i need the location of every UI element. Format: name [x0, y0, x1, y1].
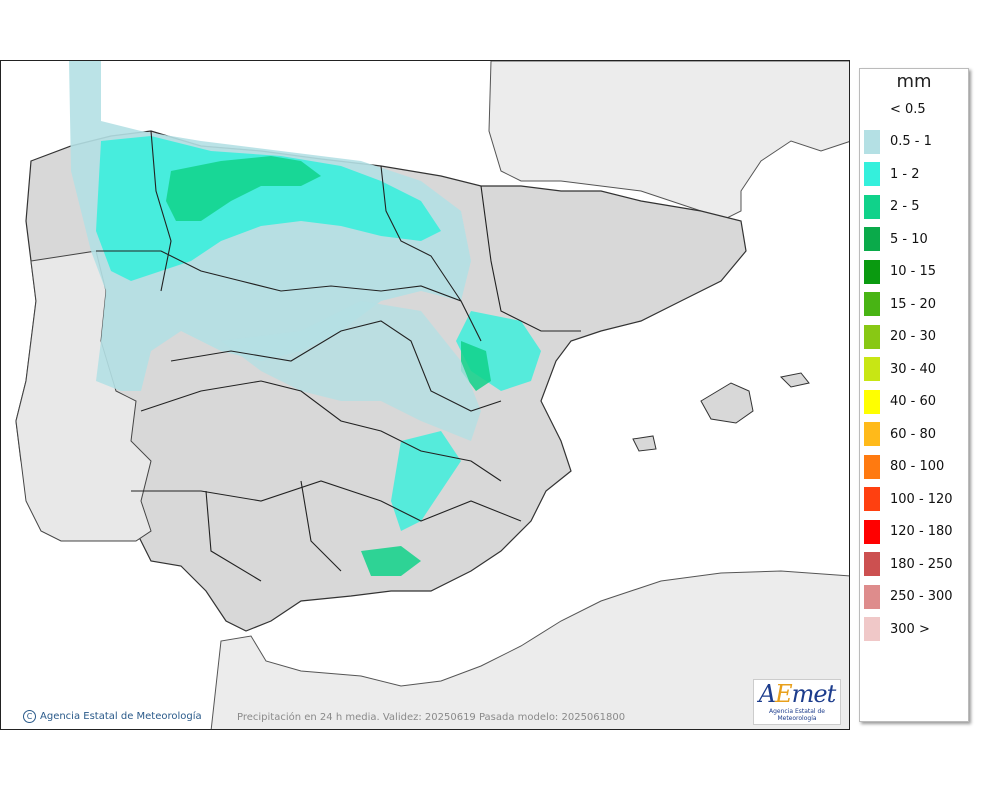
legend-label: 30 - 40 [890, 361, 937, 377]
legend-label: 2 - 5 [890, 199, 920, 214]
legend-swatch [864, 519, 880, 544]
legend-swatch [864, 292, 880, 316]
credit-text: Agencia Estatal de Meteorología [40, 711, 202, 722]
legend-label: 250 - 300 [890, 589, 953, 604]
precip-light-center [221, 301, 481, 441]
legend-row: 80 - 100 [864, 454, 945, 479]
africa-landmass [210, 570, 849, 729]
legend-swatch [864, 357, 880, 381]
legend-row: 15 - 20 [864, 292, 936, 316]
mallorca-island [700, 382, 754, 424]
legend-row: 100 - 120 [864, 487, 953, 511]
legend-row: 1 - 2 [864, 162, 920, 186]
legend-label: < 0.5 [890, 101, 926, 117]
legend-row: 180 - 250 [864, 552, 953, 576]
legend-row: 0.5 - 1 [864, 129, 932, 154]
precipitation-map: C Agencia Estatal de Meteorología Precip… [0, 60, 850, 730]
ibiza-island [632, 435, 657, 452]
legend-swatch [864, 454, 880, 479]
legend-label: 80 - 100 [890, 459, 945, 474]
region-borders [96, 130, 581, 582]
legend-row: 30 - 40 [864, 357, 936, 381]
legend-swatch [864, 259, 880, 284]
aemet-credit: C Agencia Estatal de Meteorología [23, 710, 202, 723]
legend-swatch [864, 422, 880, 446]
legend-swatch [864, 129, 880, 154]
precip-heavy-south [361, 546, 421, 576]
aemet-logo: AEmet Agencia Estatal de Meteorología [753, 679, 841, 725]
legend-swatch [864, 389, 880, 414]
aemet-logo-word: AEmet [758, 680, 836, 708]
legend-label: 300 > [890, 621, 930, 637]
legend-row: 40 - 60 [864, 389, 937, 414]
legend-swatch [864, 324, 880, 349]
legend-title: mm [896, 71, 932, 92]
legend-label: 100 - 120 [890, 491, 953, 507]
legend-label: 0.5 - 1 [890, 134, 932, 149]
menorca-island [779, 372, 810, 388]
legend-row: 20 - 30 [864, 324, 937, 349]
legend-row: 120 - 180 [864, 519, 953, 544]
legend-swatch [864, 552, 880, 576]
legend-label: 20 - 30 [890, 329, 937, 344]
precipitation-legend: mm < 0.5 0.5 - 1 1 - 2 2 - 5 5 - 10 10 - 15 15… [859, 68, 969, 722]
legend-row: 5 - 10 [864, 227, 928, 251]
legend-swatch [864, 487, 880, 511]
legend-label: 5 - 10 [890, 231, 928, 247]
legend-swatch [864, 194, 880, 219]
aemet-logo-subtitle: Agencia Estatal de Meteorología [768, 708, 825, 722]
map-caption: Precipitación en 24 h media. Validez: 20… [237, 712, 626, 723]
legend-label: 120 - 180 [890, 524, 953, 539]
legend-label: 180 - 250 [890, 556, 953, 572]
legend-label: 40 - 60 [890, 394, 937, 409]
legend-row: 300 > [864, 617, 930, 641]
legend-swatch [864, 584, 880, 609]
legend-row: 10 - 15 [864, 259, 937, 284]
legend-row: 2 - 5 [864, 194, 920, 219]
legend-label: 1 - 2 [890, 166, 920, 182]
legend-label: 10 - 15 [890, 264, 937, 279]
map-canvas [15, 61, 849, 729]
precip-heavy-aragon [461, 341, 491, 391]
legend-row: 60 - 80 [864, 422, 936, 446]
legend-row: < 0.5 [864, 97, 926, 121]
legend-swatch [864, 617, 880, 641]
legend-label: 15 - 20 [890, 296, 937, 312]
legend-swatch [864, 97, 880, 121]
legend-row: 250 - 300 [864, 584, 953, 609]
copyright-icon: C [23, 710, 36, 723]
legend-label: 60 - 80 [890, 426, 937, 442]
legend-swatch [864, 227, 880, 251]
precip-heavy-cantabria [166, 156, 321, 221]
legend-swatch [864, 162, 880, 186]
